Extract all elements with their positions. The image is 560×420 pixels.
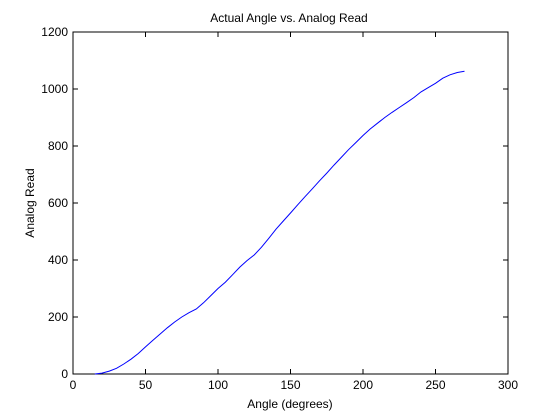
y-tick-label-2: 400 bbox=[48, 253, 68, 267]
axis-ticks: 0 50 100 150 200 250 300 0 200 400 600 800 1000 1200 bbox=[41, 25, 518, 392]
series-group bbox=[94, 70, 465, 375]
x-axis-label: Angle (degrees) bbox=[247, 397, 332, 411]
y-axis-label: Analog Read bbox=[23, 168, 37, 237]
y-tick-label-6: 1200 bbox=[41, 25, 68, 39]
x-tick-label-6: 300 bbox=[498, 378, 518, 392]
y-tick-label-3: 600 bbox=[48, 196, 68, 210]
x-tick-label-5: 250 bbox=[425, 378, 445, 392]
x-tick-label-2: 100 bbox=[208, 378, 228, 392]
y-tick-label-5: 1000 bbox=[41, 82, 68, 96]
x-tick-label-1: 50 bbox=[139, 378, 153, 392]
y-tick-label-1: 200 bbox=[48, 310, 68, 324]
plot-area bbox=[72, 31, 509, 375]
x-tick-label-0: 0 bbox=[70, 378, 77, 392]
y-tick-label-4: 800 bbox=[48, 139, 68, 153]
y-tick-label-0: 0 bbox=[61, 367, 68, 381]
x-tick-label-4: 200 bbox=[353, 378, 373, 392]
x-tick-label-3: 150 bbox=[280, 378, 300, 392]
chart-title: Actual Angle vs. Analog Read bbox=[210, 11, 367, 25]
series-line-0 bbox=[94, 70, 465, 375]
